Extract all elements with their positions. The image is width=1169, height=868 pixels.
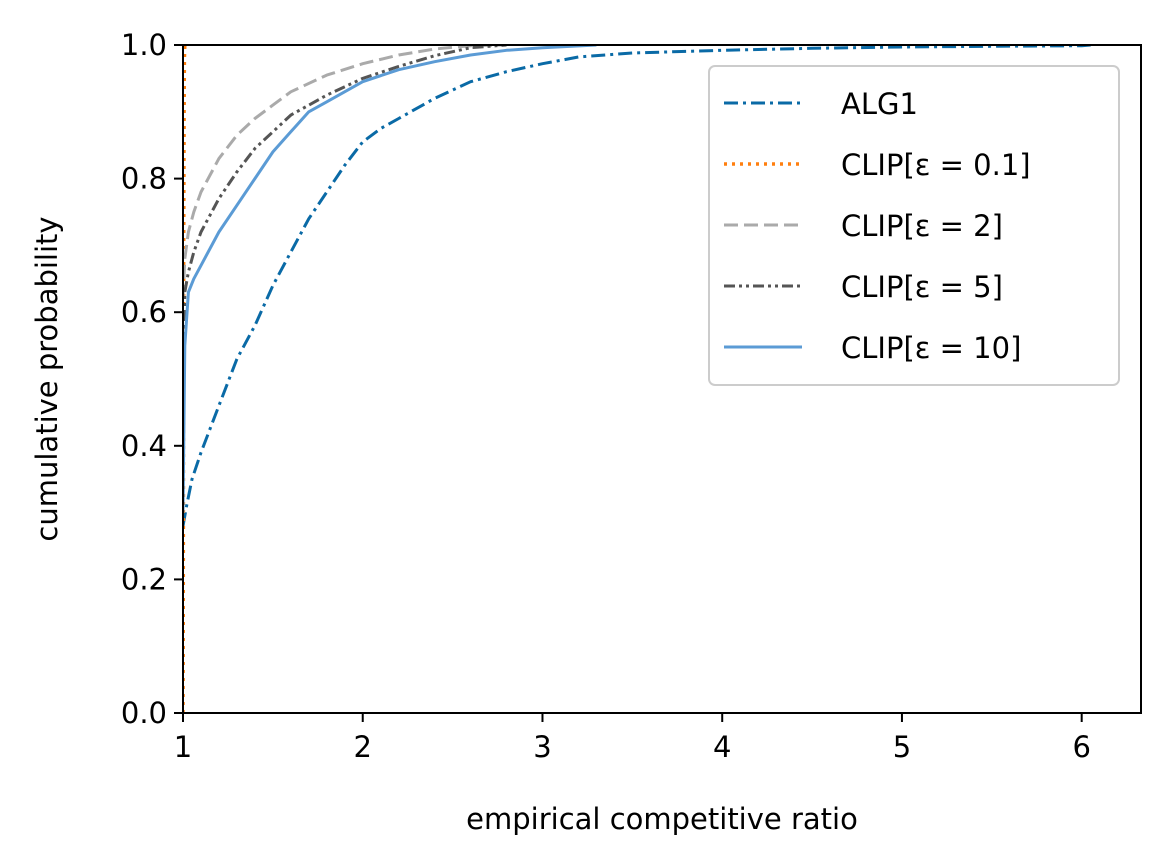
y-tick-label: 0.4 [121, 429, 167, 463]
y-tick-label: 0.2 [121, 562, 167, 596]
plot-frame [182, 44, 1142, 714]
x-axis: 1 2 3 4 5 6 [174, 713, 1091, 764]
series-line-4 [183, 45, 597, 513]
x-axis-label: empirical competitive ratio [466, 802, 858, 836]
y-tick-label: 1.0 [121, 28, 167, 62]
y-axis-label: cumulative probability [30, 216, 64, 541]
x-tick-label: 6 [1072, 730, 1090, 764]
x-tick-label: 5 [893, 730, 911, 764]
x-tick-label: 3 [533, 730, 551, 764]
legend-label-3: CLIP[ε = 5] [841, 270, 1003, 304]
x-tick-label: 1 [174, 730, 192, 764]
legend: ALG1 CLIP[ε = 0.1] CLIP[ε = 2] CLIP[ε = 5] C… [708, 65, 1120, 386]
y-axis: 0.0 0.2 0.4 0.6 0.8 1.0 [121, 28, 183, 730]
series-line-2 [183, 45, 507, 299]
legend-label-0: ALG1 [841, 87, 918, 121]
y-tick-label: 0.8 [121, 162, 167, 196]
series-line-0 [183, 45, 1091, 527]
legend-box [708, 65, 1120, 386]
legend-label-1: CLIP[ε = 0.1] [841, 148, 1031, 182]
legend-label-2: CLIP[ε = 2] [841, 209, 1003, 243]
series-line-3 [183, 45, 507, 380]
x-tick-label: 2 [354, 730, 372, 764]
y-tick-label: 0.0 [121, 696, 167, 730]
y-tick-label: 0.6 [121, 295, 167, 329]
x-tick-label: 4 [713, 730, 731, 764]
legend-label-4: CLIP[ε = 10] [841, 331, 1021, 365]
